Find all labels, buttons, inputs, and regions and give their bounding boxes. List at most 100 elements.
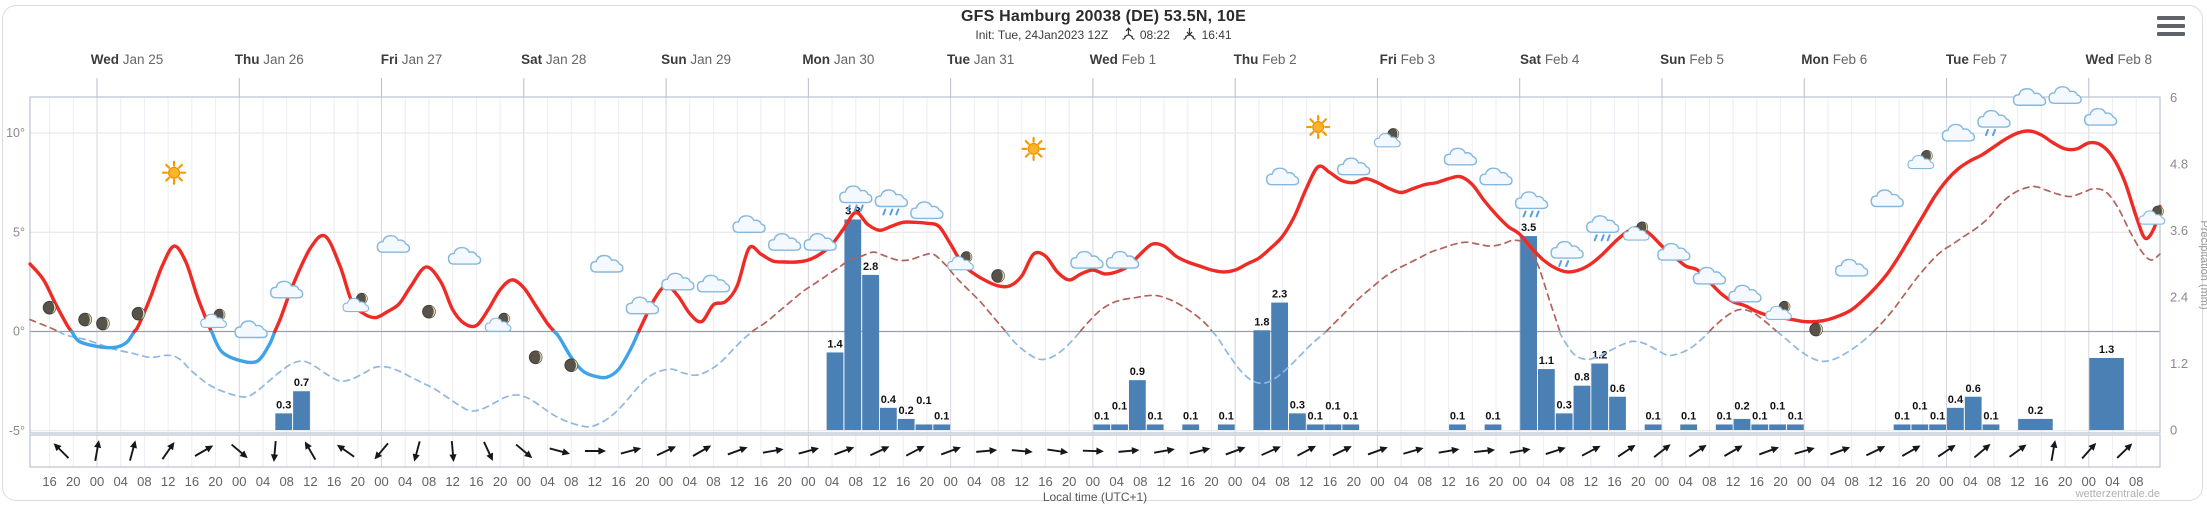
svg-text:00: 00 [1797,474,1811,489]
cloud-icon [1941,123,1976,142]
svg-text:08: 08 [1418,474,1432,489]
wind-arrow-icon [1688,444,1707,458]
rain-cloud-icon [1585,215,1620,242]
svg-text:0.2: 0.2 [1734,400,1749,412]
moon-icon [422,304,436,319]
moon-cloud-icon [1765,300,1792,321]
rain-cloud-icon [874,189,909,216]
svg-text:20: 20 [351,474,365,489]
cloud-icon [376,234,411,253]
moon-icon [564,358,579,373]
svg-text:0.1: 0.1 [1219,410,1234,422]
moon-cloud-icon [342,292,370,313]
svg-text:08: 08 [1844,474,1858,489]
rain-cloud-icon [839,185,873,212]
sun-icon [1021,136,1046,161]
svg-text:0.1: 0.1 [1325,400,1340,412]
day-label: Fri Jan 27 [381,52,443,67]
svg-text:6: 6 [2170,90,2177,105]
svg-text:12: 12 [1441,474,1455,489]
svg-text:04: 04 [1678,474,1692,489]
svg-text:0.1: 0.1 [1645,410,1660,422]
wind-arrow-icon [1865,446,1886,457]
svg-text:16: 16 [1607,474,1621,489]
wind-arrow-icon [1509,446,1531,454]
svg-text:0.1: 0.1 [1770,400,1785,412]
wind-arrow-icon [1474,447,1496,455]
day-label: Wed Feb 8 [2086,52,2153,67]
day-label: Thu Jan 26 [235,52,304,67]
menu-button[interactable] [2157,16,2185,38]
cloud-icon [661,272,695,291]
svg-text:20: 20 [1489,474,1503,489]
svg-text:1.2: 1.2 [2170,356,2188,371]
svg-text:0.1: 0.1 [1450,410,1465,422]
cloud-icon [1728,284,1762,303]
svg-text:0.1: 0.1 [1183,410,1198,422]
cloud-icon [1657,242,1691,261]
day-label: Wed Jan 25 [91,52,164,67]
cloud-icon [1265,167,1300,186]
wind-arrow-icon [1617,444,1636,458]
svg-text:00: 00 [1228,474,1242,489]
wind-arrow-icon [798,446,819,455]
day-label: Sun Feb 5 [1660,52,1724,67]
moon-cloud-icon [200,308,227,328]
svg-text:08: 08 [1275,474,1289,489]
watermark: wetterzentrale.de [2075,488,2160,500]
svg-text:16: 16 [754,474,768,489]
svg-text:0.4: 0.4 [881,394,897,406]
wind-arrow-icon [1082,447,1104,455]
svg-text:3.5: 3.5 [1521,222,1536,234]
svg-text:20: 20 [920,474,934,489]
cloud-icon [767,232,802,251]
svg-text:0.9: 0.9 [1130,366,1145,378]
svg-text:08: 08 [137,474,151,489]
svg-text:0.1: 0.1 [916,395,931,407]
svg-text:12: 12 [1726,474,1740,489]
right-axis-title: Precipitation (mm) [2198,220,2207,309]
svg-text:0.4: 0.4 [1948,394,1964,406]
day-label: Mon Feb 6 [1801,52,1867,67]
svg-text:08: 08 [279,474,293,489]
svg-text:00: 00 [517,474,531,489]
cloud-icon [1443,147,1478,166]
svg-text:20: 20 [66,474,80,489]
svg-text:12: 12 [303,474,317,489]
svg-text:04: 04 [1394,474,1408,489]
wind-arrow-icon [1581,445,1601,457]
svg-text:0.1: 0.1 [1681,410,1696,422]
cloud-icon [1337,157,1371,176]
wind-arrow-icon [2116,443,2133,459]
svg-text:04: 04 [1536,474,1550,489]
cloud-icon [269,280,304,299]
day-label: Thu Feb 2 [1234,52,1297,67]
svg-text:20: 20 [635,474,649,489]
svg-text:12: 12 [1157,474,1171,489]
wind-arrow-icon [549,447,570,456]
wind-arrow-icon [1830,446,1851,456]
moon-icon [991,269,1005,283]
wind-arrow-icon [1225,446,1246,456]
svg-text:20: 20 [2058,474,2072,489]
svg-text:08: 08 [2129,474,2143,489]
svg-text:04: 04 [256,474,270,489]
svg-text:12: 12 [445,474,459,489]
svg-text:04: 04 [1109,474,1123,489]
svg-text:5°: 5° [13,225,25,239]
svg-text:12: 12 [1299,474,1313,489]
svg-text:16: 16 [1181,474,1195,489]
wind-arrow-icon [1937,444,1956,458]
x-axis-ticks: 16 20 00 04 08 12 16 20 00 04 08 12 16 20 00 04 08 12 16 20… [42,474,2143,489]
svg-text:0.1: 0.1 [1912,400,1927,412]
svg-text:04: 04 [967,474,981,489]
wind-arrow-icon [1189,446,1211,455]
wind-arrow-icon [1011,447,1033,455]
svg-text:00: 00 [232,474,246,489]
wind-arrow-icon [1118,447,1140,455]
wind-arrow-icon [870,446,890,457]
svg-text:1.8: 1.8 [1254,316,1269,328]
svg-text:0.1: 0.1 [1094,410,1109,422]
svg-text:16: 16 [42,474,56,489]
svg-text:0.1: 0.1 [1147,410,1162,422]
